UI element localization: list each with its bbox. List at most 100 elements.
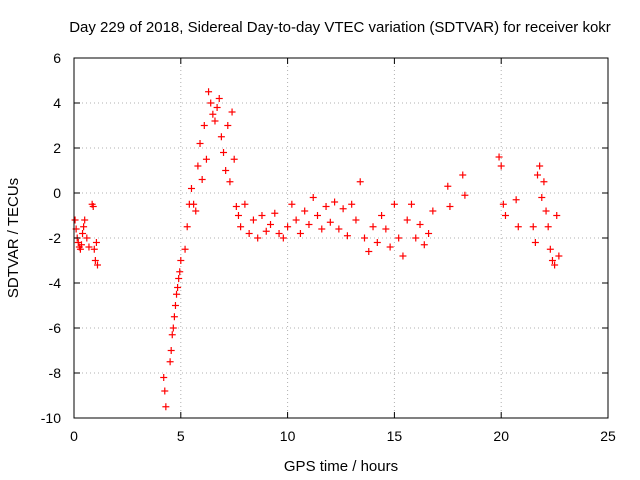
y-tick-labels: -10 -8 -6 -4 -2 0 2 4 6 (41, 50, 61, 426)
data-point (326, 218, 334, 226)
data-point (378, 212, 386, 219)
x-tick-label: 5 (177, 428, 185, 444)
data-point (76, 245, 84, 253)
data-point (220, 149, 228, 156)
y-tick-label: -2 (49, 230, 62, 246)
data-point (271, 209, 279, 217)
data-point (538, 194, 546, 201)
data-point (540, 178, 548, 186)
data-point (77, 241, 85, 249)
data-point (90, 245, 98, 253)
data-point (249, 216, 257, 224)
data-point (215, 95, 223, 102)
x-axis-label: GPS time / hours (284, 458, 398, 475)
data-point (224, 122, 232, 129)
data-point (339, 205, 347, 213)
data-point (275, 230, 283, 237)
data-point (92, 239, 100, 246)
data-point (230, 155, 238, 163)
data-point (365, 248, 373, 255)
data-point (254, 234, 262, 242)
data-point (166, 358, 174, 366)
data-point (335, 225, 343, 233)
x-tick-label: 20 (493, 428, 509, 444)
data-point (429, 207, 437, 215)
x-tick-label: 0 (70, 428, 78, 444)
data-point (461, 191, 469, 199)
data-point (284, 223, 292, 231)
data-point (226, 178, 234, 186)
data-point (348, 200, 356, 208)
data-point (412, 234, 420, 242)
data-point (542, 207, 550, 215)
data-point (296, 230, 304, 237)
data-point (544, 223, 552, 231)
data-point (390, 200, 398, 208)
data-point (202, 155, 210, 163)
data-point (322, 203, 330, 210)
data-point (205, 88, 213, 96)
data-point (83, 234, 91, 242)
data-point (514, 223, 522, 231)
data-point (190, 200, 198, 208)
data-point (551, 261, 559, 269)
x-tick-label: 15 (387, 428, 403, 444)
data-point (85, 243, 93, 251)
data-point (170, 313, 178, 321)
data-point (343, 232, 351, 240)
data-point (175, 275, 183, 282)
data-point (171, 302, 179, 309)
data-point (162, 403, 170, 411)
data-point (232, 203, 240, 210)
data-point (81, 216, 89, 224)
data-point (446, 203, 454, 210)
data-point (536, 162, 544, 170)
data-point (360, 234, 368, 242)
data-point (173, 290, 181, 298)
x-tick-label: 10 (280, 428, 296, 444)
data-point (288, 200, 296, 208)
data-point (279, 234, 287, 242)
data-point (174, 284, 182, 291)
data-point (167, 347, 175, 354)
data-point (553, 212, 561, 219)
data-point (228, 108, 236, 116)
data-point (209, 110, 217, 118)
x-tick-labels: 0 5 10 15 20 25 (70, 428, 616, 444)
data-point (91, 257, 99, 264)
data-point (420, 241, 428, 249)
data-point (534, 171, 542, 179)
axis-ticks (73, 57, 609, 419)
grid (74, 58, 608, 418)
data-point (416, 221, 424, 228)
y-tick-label: -8 (49, 365, 62, 381)
data-point (301, 207, 309, 215)
data-point (168, 331, 176, 339)
data-point (386, 243, 394, 251)
data-point (181, 245, 189, 253)
data-point (161, 387, 169, 395)
data-point (234, 212, 242, 219)
data-point (187, 185, 195, 192)
data-point (546, 245, 554, 253)
data-point (499, 200, 507, 208)
data-point (512, 196, 520, 204)
data-point (403, 216, 411, 224)
data-point (529, 223, 537, 231)
chart-title: Day 229 of 2018, Sidereal Day-to-day VTE… (69, 19, 611, 36)
data-point (292, 216, 300, 224)
data-point (80, 223, 88, 231)
data-point (177, 257, 185, 264)
data-point (352, 216, 360, 224)
data-point (459, 171, 467, 179)
y-tick-label: 0 (53, 185, 61, 201)
data-point (495, 153, 503, 161)
y-tick-label: 4 (53, 95, 61, 111)
y-tick-label: -4 (49, 275, 62, 291)
data-point (89, 203, 97, 210)
data-point (382, 225, 390, 233)
data-point (314, 212, 322, 219)
data-point (237, 223, 245, 231)
y-tick-label: -6 (49, 320, 62, 336)
